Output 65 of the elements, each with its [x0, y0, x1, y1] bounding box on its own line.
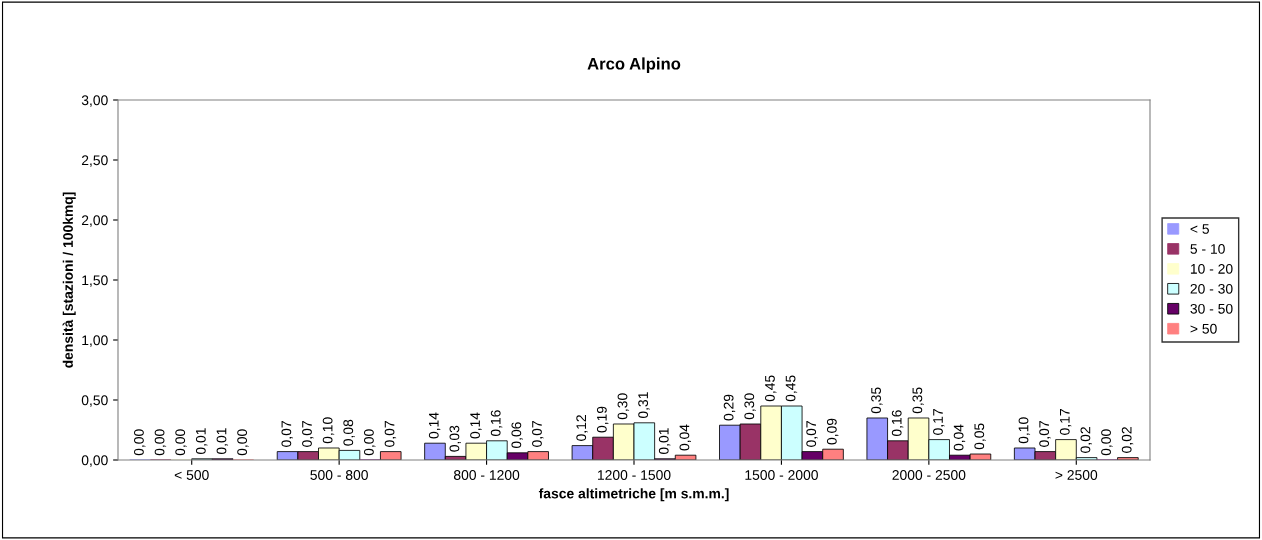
x-tick-label: < 500	[174, 470, 209, 480]
y-tick-label: 1,00	[82, 335, 108, 347]
data-label: 0,04	[679, 424, 691, 451]
y-tick-label: 2,00	[81, 215, 108, 227]
data-label: 0,29	[723, 394, 736, 421]
data-label: 0,14	[470, 412, 482, 439]
data-label: 0,02	[1080, 427, 1092, 453]
data-label: 0,19	[596, 406, 609, 433]
data-label: 0,00	[1101, 429, 1113, 456]
data-label: 0,07	[1039, 421, 1051, 447]
data-label: 0,35	[871, 387, 883, 414]
y-axis-title: densità [stazioni / 100kmq]	[62, 192, 76, 368]
y-tick-label: 0,50	[81, 395, 108, 407]
x-tick-label: 500 - 800	[310, 470, 368, 480]
data-label: 0,45	[785, 375, 798, 402]
x-tick-label: 1200 - 1500	[597, 470, 671, 480]
data-label: 0,31	[638, 392, 650, 419]
data-label: 0,08	[343, 419, 355, 446]
data-label: 0,07	[281, 421, 293, 447]
data-label: 0,02	[1121, 427, 1134, 453]
legend-label: > 50	[1190, 323, 1217, 334]
chart-title: Arco Alpino	[587, 57, 681, 73]
data-label: 0,05	[974, 423, 986, 450]
data-label: 0,45	[765, 375, 777, 402]
data-label: 0,01	[195, 428, 208, 455]
y-tick-label: 2,50	[81, 155, 108, 167]
data-label: 0,17	[1059, 409, 1072, 435]
data-label: 0,30	[617, 393, 630, 420]
data-label: 0,35	[912, 387, 924, 414]
data-label: 0,10	[1018, 417, 1031, 444]
y-tick-label: 3,00	[81, 95, 108, 107]
data-label: 0,17	[933, 409, 945, 435]
x-tick-label: 800 - 1200	[453, 470, 520, 480]
data-label: 0,00	[134, 429, 146, 456]
x-tick-label: 1500 - 2000	[745, 470, 818, 480]
data-label: 0,10	[322, 417, 335, 444]
legend-label: 30 - 50	[1190, 303, 1233, 314]
data-label: 0,00	[175, 429, 187, 456]
data-label: 0,07	[806, 421, 818, 447]
data-label: 0,07	[302, 421, 314, 447]
data-label: 0,16	[490, 410, 503, 437]
data-label: 0,04	[953, 424, 966, 451]
data-label: 0,03	[449, 425, 461, 452]
legend-label: < 5	[1190, 224, 1209, 234]
data-label: 0,07	[532, 421, 544, 447]
data-label: 0,00	[364, 429, 376, 456]
legend-label: 20 - 30	[1190, 283, 1233, 294]
legend-label: 5 - 10	[1190, 243, 1225, 254]
data-label: 0,30	[744, 393, 756, 420]
y-tick-label: 1,50	[82, 275, 108, 287]
data-label: 0,09	[826, 418, 839, 445]
data-label: 0,01	[658, 428, 671, 455]
data-label: 0,12	[576, 415, 588, 441]
data-label: 0,14	[428, 412, 441, 439]
x-tick-label: 2000 - 2500	[892, 470, 966, 480]
y-tick-label: 0,00	[81, 455, 108, 467]
data-label: 0,06	[511, 422, 523, 449]
data-label: 0,01	[216, 428, 229, 455]
data-label: 0,00	[154, 429, 167, 456]
data-label: 0,07	[384, 421, 397, 447]
x-tick-label: > 2500	[1055, 470, 1098, 480]
data-label: 0,16	[891, 410, 904, 437]
legend-label: 10 - 20	[1190, 263, 1233, 274]
x-axis-title: fasce altimetriche [m s.m.m.]	[538, 488, 729, 502]
data-label: 0,00	[237, 429, 249, 456]
